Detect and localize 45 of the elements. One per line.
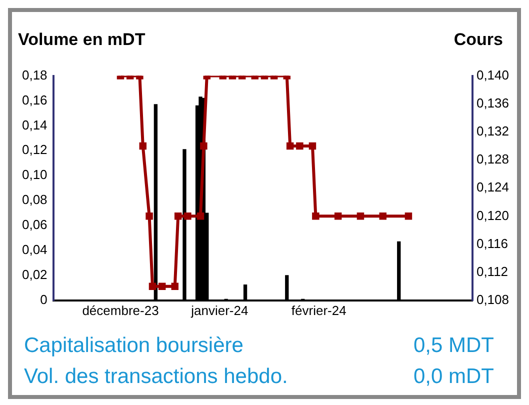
y2-tick-label: 0,120 xyxy=(476,208,510,223)
point xyxy=(139,142,147,150)
y-tick-label: 0 xyxy=(40,292,48,307)
y-tick-label: 0,08 xyxy=(22,192,48,208)
point xyxy=(148,282,156,290)
point xyxy=(146,212,153,220)
point xyxy=(158,282,166,290)
x-tick-label: décembre-23 xyxy=(82,302,159,318)
x-tick-label: janvier-24 xyxy=(190,302,248,318)
point xyxy=(356,212,364,220)
y2-tick-label: 0,136 xyxy=(476,95,510,110)
y-tick-label: 0,18 xyxy=(22,67,48,82)
y-tick-label: 0,02 xyxy=(22,267,48,282)
text: Capitalisation boursière xyxy=(24,333,244,359)
text: 0,0 mDT xyxy=(413,364,494,390)
point xyxy=(312,212,320,220)
y2-tick-label: 0,128 xyxy=(476,152,510,167)
text: Vol. des transactions hebdo. xyxy=(24,364,289,390)
y-tick-label: 0,10 xyxy=(22,167,48,182)
point xyxy=(404,212,412,220)
point xyxy=(379,212,386,220)
point xyxy=(308,142,316,150)
y2-tick-label: 0,140 xyxy=(476,67,510,82)
y2-tick-label: 0,124 xyxy=(476,180,510,195)
point xyxy=(286,142,294,150)
y2-tick-label: 0,132 xyxy=(476,124,510,139)
y-tick-label: 0,14 xyxy=(22,117,48,132)
point xyxy=(174,212,182,220)
point xyxy=(334,212,342,220)
y2-axis-title: Cours xyxy=(454,30,503,50)
point xyxy=(184,212,192,220)
y-tick-label: 0,06 xyxy=(22,217,48,232)
point xyxy=(196,212,204,220)
y-tick-label: 0,16 xyxy=(22,92,48,108)
y2-tick-label: 0,116 xyxy=(476,236,508,251)
x-tick-label: février-24 xyxy=(291,302,346,318)
point xyxy=(200,142,208,150)
text: 0,5 MDT xyxy=(413,333,494,359)
y-tick-label: 0,12 xyxy=(22,142,48,158)
y2-tick-label: 0,112 xyxy=(476,264,508,279)
y-axis-title: Volume en mDT xyxy=(18,30,146,50)
y-tick-label: 0,04 xyxy=(22,242,48,258)
point xyxy=(171,282,179,290)
point xyxy=(296,142,304,150)
y2-tick-label: 0,108 xyxy=(476,292,510,307)
